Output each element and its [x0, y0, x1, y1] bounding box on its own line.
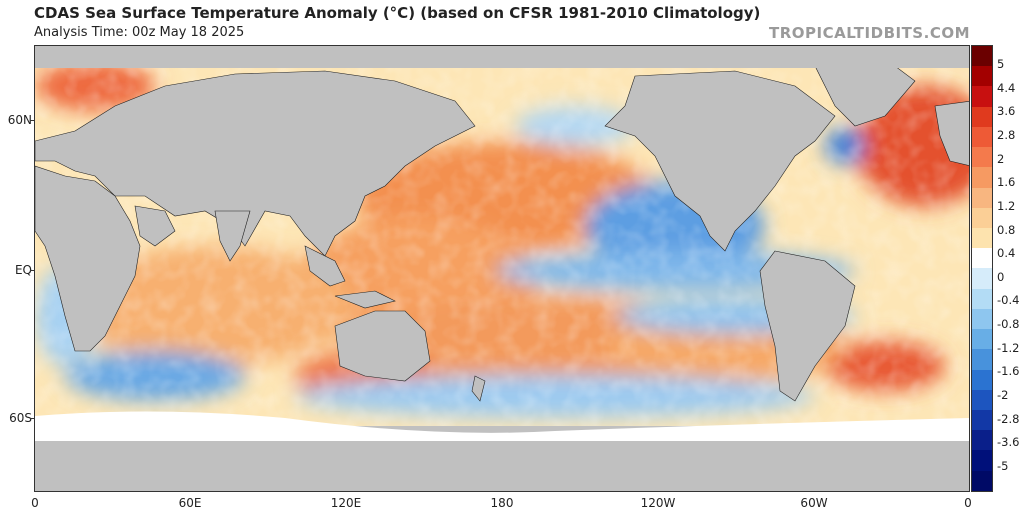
- colorbar-segment: [972, 470, 992, 491]
- lon-label-180: 180: [490, 496, 514, 510]
- colorbar-segment: [972, 450, 992, 471]
- colorbar-label: 1.6: [997, 175, 1016, 190]
- lon-label-60e: 60E: [178, 496, 202, 510]
- brand-watermark: TROPICALTIDBITS.COM: [769, 24, 970, 42]
- map-title: CDAS Sea Surface Temperature Anomaly (°C…: [34, 4, 761, 22]
- colorbar-segment: [972, 86, 992, 107]
- colorbar-segment: [972, 369, 992, 390]
- lon-label-120w: 120W: [640, 496, 676, 510]
- colorbar-segment: [972, 349, 992, 370]
- colorbar-segment: [972, 167, 992, 188]
- lat-label-eq: EQ: [14, 263, 32, 277]
- colorbar-segment: [972, 227, 992, 249]
- colorbar-label: -2.8: [997, 411, 1020, 426]
- colorbar-segment: [972, 147, 992, 168]
- land-masses: [35, 65, 969, 402]
- lon-label-0-right: 0: [964, 496, 972, 510]
- colorbar-segment: [972, 329, 992, 350]
- lat-label-60n: 60N: [7, 113, 32, 127]
- colorbar-label: 0: [997, 269, 1005, 284]
- colorbar-segment: [972, 308, 992, 330]
- colorbar-label: -1.6: [997, 364, 1020, 379]
- colorbar-label: 2.8: [997, 127, 1016, 142]
- colorbar-label: 4.4: [997, 80, 1016, 95]
- arctic-land: [35, 46, 969, 68]
- colorbar-label: 0.4: [997, 246, 1016, 261]
- lat-label-60s: 60S: [9, 411, 32, 425]
- analysis-time: Analysis Time: 00z May 18 2025: [34, 25, 245, 40]
- colorbar-label: 5: [997, 57, 1005, 71]
- colorbar-label: -5: [997, 459, 1009, 473]
- colorbar-segment: [972, 389, 992, 410]
- lon-label-60w: 60W: [800, 496, 828, 510]
- lon-label-120e: 120E: [330, 496, 362, 510]
- colorbar-label: 3.6: [997, 104, 1016, 119]
- sea-ice: [35, 411, 969, 441]
- colorbar-segment: [972, 126, 992, 148]
- colorbar-segment: [972, 66, 992, 87]
- sst-anomaly-map: [34, 45, 970, 492]
- colorbar-segment: [972, 207, 992, 228]
- colorbar-segment: [972, 248, 992, 269]
- colorbar-segment: [972, 430, 992, 451]
- colorbar-label: -1.2: [997, 340, 1020, 355]
- colorbar-label: 0.8: [997, 222, 1016, 237]
- colorbar-label: 2: [997, 151, 1005, 166]
- colorbar-segment: [972, 268, 992, 289]
- colorbar-label: -0.4: [997, 293, 1020, 308]
- colorbar-segment: [972, 409, 992, 431]
- colorbar-label: -2: [997, 388, 1009, 403]
- colorbar-label: -0.8: [997, 317, 1020, 332]
- colorbar-segment: [972, 288, 992, 309]
- colorbar-segment: [972, 106, 992, 127]
- colorbar: [971, 45, 993, 492]
- map-canvas: [35, 46, 969, 491]
- antarctica: [35, 426, 969, 491]
- colorbar-segment: [972, 187, 992, 208]
- colorbar-segment: [972, 46, 992, 67]
- colorbar-label: 1.2: [997, 198, 1016, 213]
- lon-label-0-left: 0: [31, 496, 39, 510]
- colorbar-label: -3.6: [997, 435, 1020, 450]
